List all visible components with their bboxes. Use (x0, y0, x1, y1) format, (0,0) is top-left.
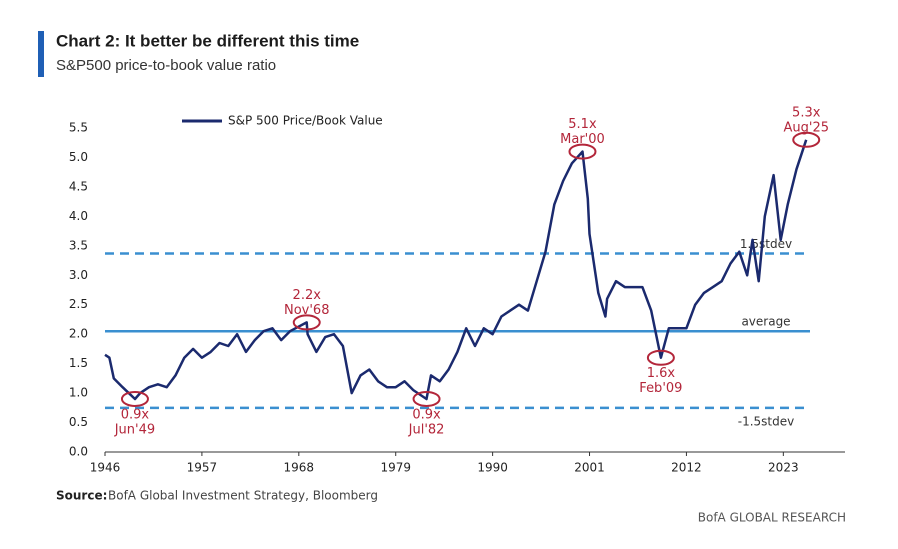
chart-title: Chart 2: It better be different this tim… (56, 31, 359, 50)
y-tick-label: 3.5 (69, 238, 88, 252)
annotation-label: 5.3x (792, 105, 821, 120)
y-tick-label: 0.5 (69, 415, 88, 429)
y-tick-label: 2.0 (69, 327, 88, 341)
y-tick-label: 4.0 (69, 209, 88, 223)
x-tick-label: 1990 (477, 461, 508, 475)
annotation-circle (568, 143, 597, 160)
annotation-circle (792, 131, 821, 148)
reference-label: average (741, 315, 790, 329)
annotation-label: Mar'00 (560, 132, 605, 147)
x-tick-label: 2012 (671, 461, 702, 475)
x-tick-label: 1957 (187, 461, 218, 475)
title-accent (38, 31, 44, 77)
annotation-circle (292, 314, 321, 331)
source-label: Source: (56, 489, 107, 503)
annotation-label: 0.9x (121, 407, 150, 422)
legend-label: S&P 500 Price/Book Value (228, 114, 383, 128)
annotation-label: Nov'68 (284, 303, 330, 318)
reference-label: 1.5stdev (740, 237, 792, 251)
annotation-label: Jul'82 (408, 422, 445, 437)
annotation-circle (120, 390, 149, 407)
chart-subtitle: S&P500 price-to-book value ratio (56, 57, 276, 74)
x-tick-label: 2023 (768, 461, 799, 475)
y-tick-label: 5.5 (69, 121, 88, 135)
footer-brand: BofA GLOBAL RESEARCH (698, 511, 846, 525)
annotation-label: Aug'25 (783, 120, 829, 135)
annotation-circle (646, 349, 675, 366)
annotation-label: 1.6x (647, 366, 676, 381)
y-tick-label: 2.5 (69, 297, 88, 311)
reference-label: -1.5stdev (738, 414, 794, 428)
annotation-label: 2.2x (293, 288, 322, 303)
x-tick-label: 1946 (90, 461, 121, 475)
y-tick-label: 3.0 (69, 268, 88, 282)
y-tick-label: 4.5 (69, 179, 88, 193)
annotation-circle (412, 390, 441, 407)
y-tick-label: 1.5 (69, 356, 88, 370)
annotation-label: Jun'49 (114, 422, 155, 437)
x-tick-label: 1968 (284, 461, 315, 475)
y-tick-label: 0.0 (69, 445, 88, 459)
annotation-label: 0.9x (412, 407, 441, 422)
annotation-label: Feb'09 (639, 381, 682, 396)
source: BofA Global Investment Strategy, Bloombe… (108, 489, 378, 503)
y-tick-label: 5.0 (69, 150, 88, 164)
x-tick-label: 2001 (574, 461, 605, 475)
data-line (104, 139, 808, 401)
y-tick-label: 1.0 (69, 386, 88, 400)
annotation-label: 5.1x (568, 117, 597, 132)
x-tick-label: 1979 (380, 461, 411, 475)
